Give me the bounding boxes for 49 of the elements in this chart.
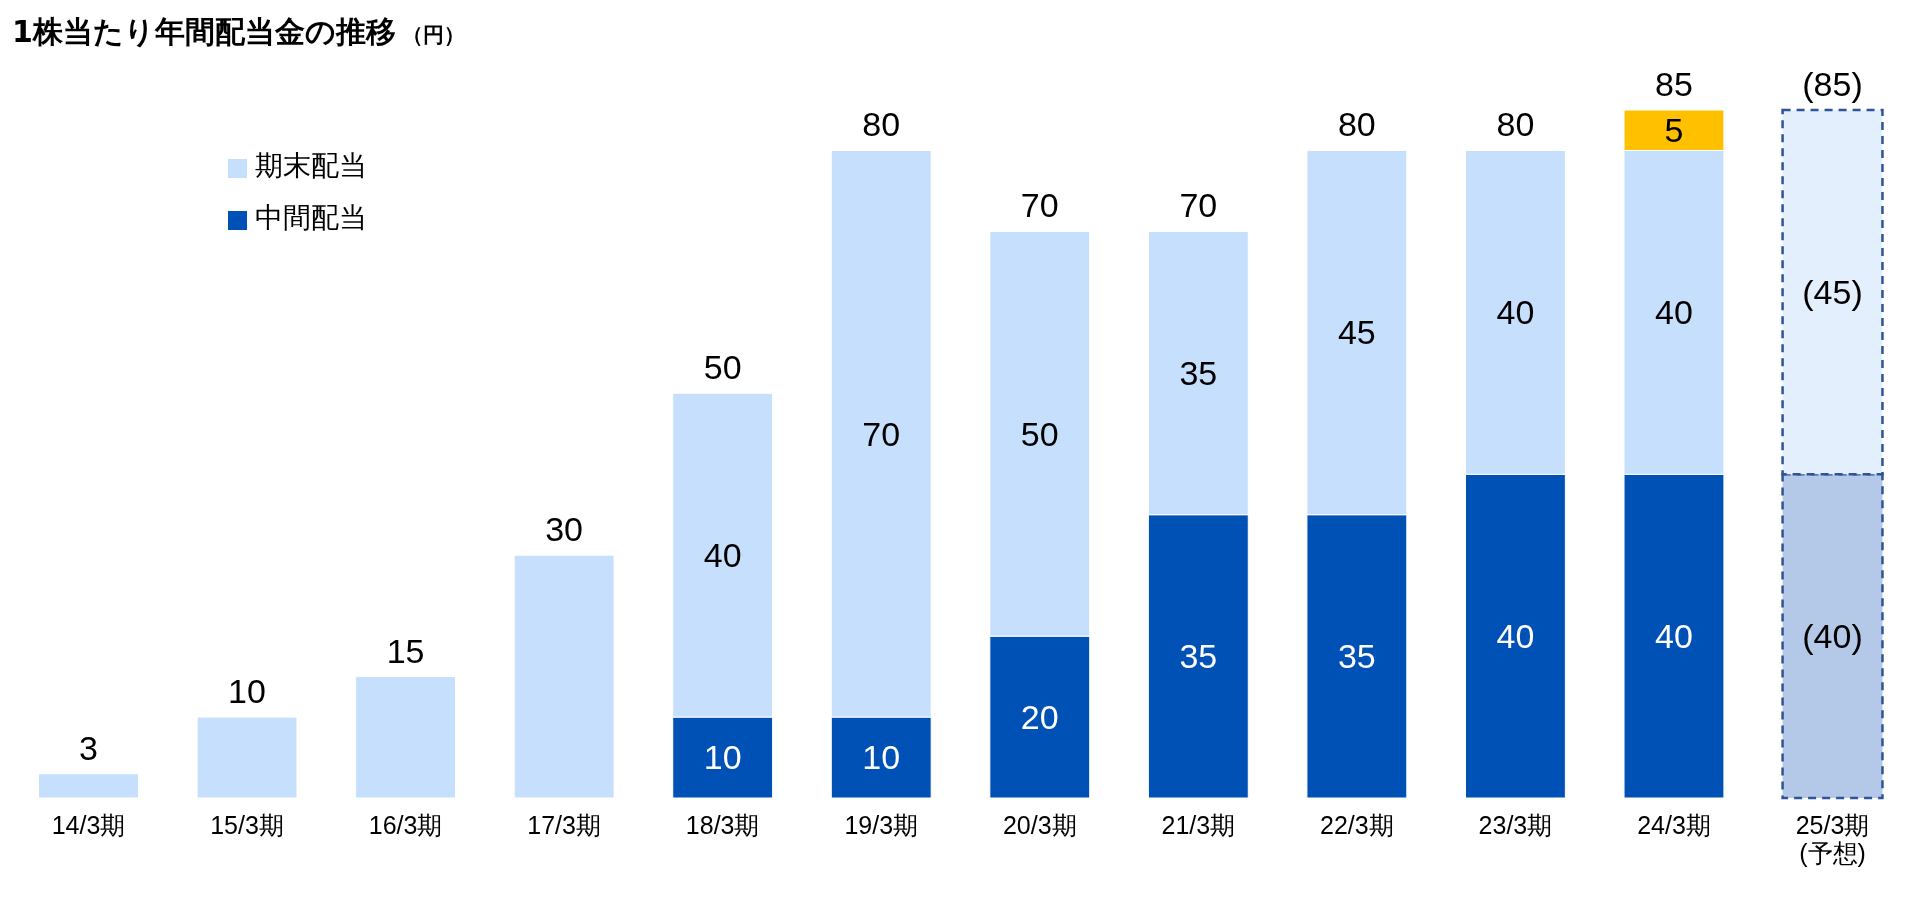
data-label: 40 [1496,617,1535,656]
x-tick-label: 23/3期 [1478,811,1553,839]
data-label: 10 [862,738,901,777]
data-label: 50 [1020,414,1059,453]
x-tick-label: 14/3期 [51,811,126,839]
total-label: 80 [1337,105,1376,144]
x-tick-label: 15/3期 [210,811,284,839]
data-label: 20 [1020,697,1059,736]
data-label: 40 [1655,293,1693,332]
bar [355,676,457,799]
x-tick-label: 17/3期 [527,811,601,839]
total-label: 10 [228,672,266,711]
x-tick-label: 22/3期 [1320,811,1394,839]
x-tick-label: 20/3期 [1002,811,1077,839]
x-tick-label: 18/3期 [685,811,760,839]
data-label: 40 [1496,293,1535,332]
data-label: 10 [703,738,742,777]
data-label: 5 [1664,111,1684,150]
total-label: 80 [862,105,901,144]
total-label: (85) [1802,65,1863,103]
x-tick-label: 19/3期 [844,811,919,839]
x-tick-label: 21/3期 [1161,811,1236,839]
data-label: 35 [1179,637,1218,676]
total-label: 15 [386,631,425,670]
total-label: 70 [1179,186,1218,225]
x-tick-label: 16/3期 [368,811,443,839]
total-label: 80 [1496,105,1535,144]
legend-label: 中間配当 [255,202,367,233]
legend-label: 期末配当 [255,150,367,181]
total-label: 30 [545,510,584,549]
data-label: 45 [1337,313,1376,352]
data-label: 35 [1179,353,1218,392]
data-label: 70 [862,414,901,453]
y-axis-title: （円） [401,23,465,47]
total-label: 50 [703,348,742,387]
bar [196,716,298,799]
data-label: 40 [1655,617,1693,656]
total-label: 3 [79,728,98,767]
data-label: (45) [1802,273,1863,312]
total-label: 70 [1020,186,1059,225]
data-label: 40 [703,536,742,575]
data-label: 35 [1337,637,1376,676]
x-tick-label: 25/3期 (予想) [1795,811,1870,867]
data-label: (40) [1802,617,1863,656]
bar [513,554,615,799]
bar [38,773,139,799]
chart-title: 1株当たり年間配当金の推移 [12,14,396,49]
total-label: 85 [1655,65,1693,103]
x-tick-label: 24/3期 [1637,811,1711,839]
